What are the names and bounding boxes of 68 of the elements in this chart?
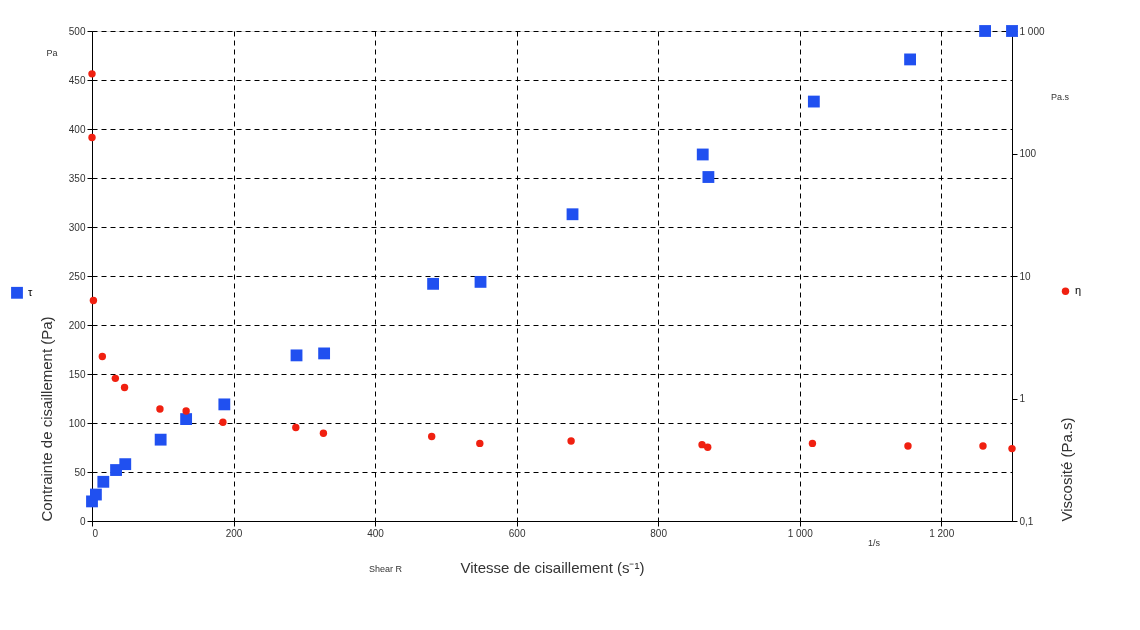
- point: [1006, 25, 1018, 37]
- text: 1/s: [867, 538, 881, 548]
- text: Pa: [46, 48, 58, 58]
- point: [89, 488, 102, 501]
- y-tick-label: 450: [68, 74, 86, 86]
- point: [290, 349, 303, 362]
- point: [427, 277, 440, 290]
- x-tick-label: 800: [650, 527, 668, 539]
- point: [703, 443, 712, 451]
- y2-tick-label: 0,1: [1019, 515, 1034, 527]
- point: [182, 407, 190, 415]
- x-axis-title: Vitesse de cisaillement (s⁻¹): [460, 558, 645, 576]
- point: [219, 418, 227, 426]
- y-tick-label: 250: [68, 270, 86, 282]
- point: [88, 133, 96, 142]
- point: [979, 442, 987, 450]
- y2-tick-label: 10: [1019, 270, 1032, 282]
- point: [97, 475, 110, 488]
- point: [89, 296, 98, 305]
- y-tick-label: 0: [79, 515, 86, 527]
- point: [98, 352, 107, 361]
- legend-label: η: [1075, 284, 1082, 297]
- point: [979, 25, 992, 37]
- point: [111, 374, 120, 383]
- y-axis-title: Contrainte de cisaillement (Pa): [37, 316, 55, 522]
- point: [696, 148, 709, 161]
- legend-label: τ: [28, 285, 33, 298]
- point: [808, 439, 817, 448]
- point: [318, 347, 331, 360]
- point: [904, 53, 917, 66]
- y-tick-label: 100: [68, 417, 86, 429]
- point: [180, 413, 193, 425]
- y-tick-label: 150: [68, 368, 86, 380]
- y2-tick-label: 1 000: [1019, 25, 1045, 37]
- x-tick-label: 0: [92, 527, 99, 539]
- y-tick-label: 200: [68, 319, 86, 331]
- y-tick-label: 400: [68, 123, 86, 135]
- x-tick-label: 400: [367, 527, 385, 539]
- y-tick-label: 50: [74, 466, 86, 478]
- point: [120, 383, 129, 392]
- y2-tick-label: 1: [1019, 393, 1026, 404]
- point: [474, 275, 487, 288]
- point: [88, 70, 96, 78]
- point: [119, 458, 132, 471]
- y-tick-label: 500: [68, 25, 86, 37]
- point: [319, 429, 328, 437]
- point: [218, 398, 231, 411]
- point: [702, 171, 715, 183]
- point: [156, 405, 164, 413]
- point: [566, 208, 579, 221]
- point: [427, 432, 436, 441]
- text: Shear R: [368, 564, 403, 574]
- y-tick-label: 300: [68, 221, 86, 233]
- y2-tick-label: 100: [1019, 148, 1037, 159]
- text: Pa.s: [1050, 92, 1070, 102]
- point: [154, 433, 167, 446]
- point: [567, 437, 575, 445]
- y2-axis-title: Viscosité (Pa.s): [1057, 417, 1075, 522]
- x-tick-label: 200: [225, 527, 243, 539]
- point: [1008, 444, 1016, 453]
- y-tick-label: 350: [68, 172, 86, 184]
- x-tick-label: 600: [508, 527, 526, 539]
- point: [476, 439, 484, 448]
- x-tick-label: 1 000: [787, 527, 814, 539]
- point: [292, 423, 300, 432]
- point: [904, 442, 912, 450]
- point: [807, 95, 820, 108]
- x-tick-label: 1 200: [929, 527, 955, 539]
